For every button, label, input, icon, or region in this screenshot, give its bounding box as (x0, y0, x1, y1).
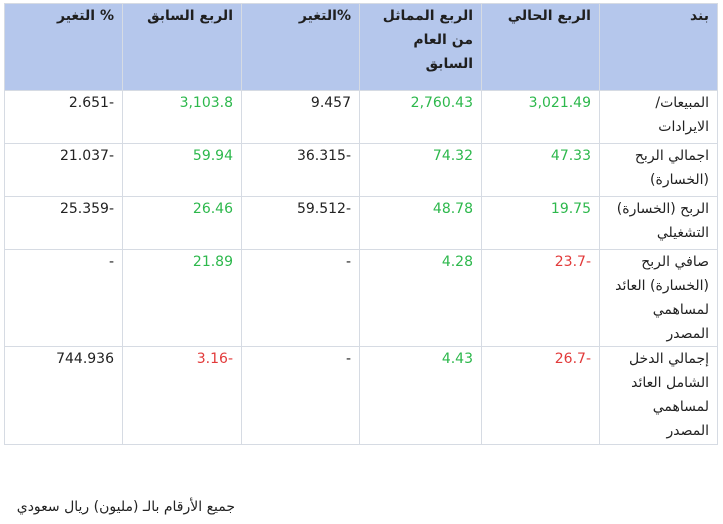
cell-previous-quarter: 59.94 (122, 143, 242, 197)
cell-change-qoq: - (4, 249, 123, 347)
cell-change-yoy: 59.512- (241, 196, 360, 250)
currency-footnote: جميع الأرقام بالـ (مليون) ريال سعودي (16, 499, 235, 515)
cell-current-quarter: 23.7- (481, 249, 600, 347)
financial-results-table: التغير % الربع السابق التغير% الربع المم… (4, 3, 718, 445)
cell-item-label: اجمالي الربح (الخسارة) (599, 143, 718, 197)
cell-previous-quarter: 3,103.8 (122, 90, 242, 144)
table-row: 744.936 3.16- - 4.43 26.7- إجمالي الدخل … (4, 346, 718, 445)
cell-previous-quarter: 3.16- (122, 346, 242, 445)
cell-current-quarter: 19.75 (481, 196, 600, 250)
cell-previous-quarter: 26.46 (122, 196, 242, 250)
table-row: 21.037- 59.94 36.315- 74.32 47.33 اجمالي… (4, 143, 718, 197)
cell-current-quarter: 3,021.49 (481, 90, 600, 144)
cell-change-yoy: 36.315- (241, 143, 360, 197)
cell-change-yoy: - (241, 346, 360, 445)
header-current-quarter: الربع الحالي (481, 3, 600, 91)
header-item: بند (599, 3, 718, 91)
header-change-qoq: التغير % (4, 3, 123, 91)
cell-previous-quarter: 21.89 (122, 249, 242, 347)
cell-change-qoq: 25.359- (4, 196, 123, 250)
cell-change-qoq: 744.936 (4, 346, 123, 445)
cell-change-yoy: 9.457 (241, 90, 360, 144)
header-change-yoy: التغير% (241, 3, 360, 91)
cell-item-label: المبيعات/ الايرادات (599, 90, 718, 144)
cell-current-quarter: 26.7- (481, 346, 600, 445)
cell-current-quarter: 47.33 (481, 143, 600, 197)
cell-item-label: الربح (الخسارة) التشغيلي (599, 196, 718, 250)
header-previous-quarter: الربع السابق (122, 3, 242, 91)
cell-item-label: إجمالي الدخل الشامل العائد لمساهمي المصد… (599, 346, 718, 445)
cell-change-yoy: - (241, 249, 360, 347)
cell-same-quarter-last-year: 4.28 (359, 249, 482, 347)
cell-change-qoq: 21.037- (4, 143, 123, 197)
table-row: 25.359- 26.46 59.512- 48.78 19.75 الربح … (4, 196, 718, 250)
table-row: - 21.89 - 4.28 23.7- صافي الربح (الخسارة… (4, 249, 718, 347)
cell-change-qoq: 2.651- (4, 90, 123, 144)
cell-item-label: صافي الربح (الخسارة) العائد لمساهمي المص… (599, 249, 718, 347)
table-row: 2.651- 3,103.8 9.457 2,760.43 3,021.49 ا… (4, 90, 718, 144)
cell-same-quarter-last-year: 48.78 (359, 196, 482, 250)
cell-same-quarter-last-year: 2,760.43 (359, 90, 482, 144)
cell-same-quarter-last-year: 4.43 (359, 346, 482, 445)
cell-same-quarter-last-year: 74.32 (359, 143, 482, 197)
header-same-quarter-last-year: الربع المماثل من العام السابق (359, 3, 482, 91)
table-header-row: التغير % الربع السابق التغير% الربع المم… (4, 3, 718, 91)
